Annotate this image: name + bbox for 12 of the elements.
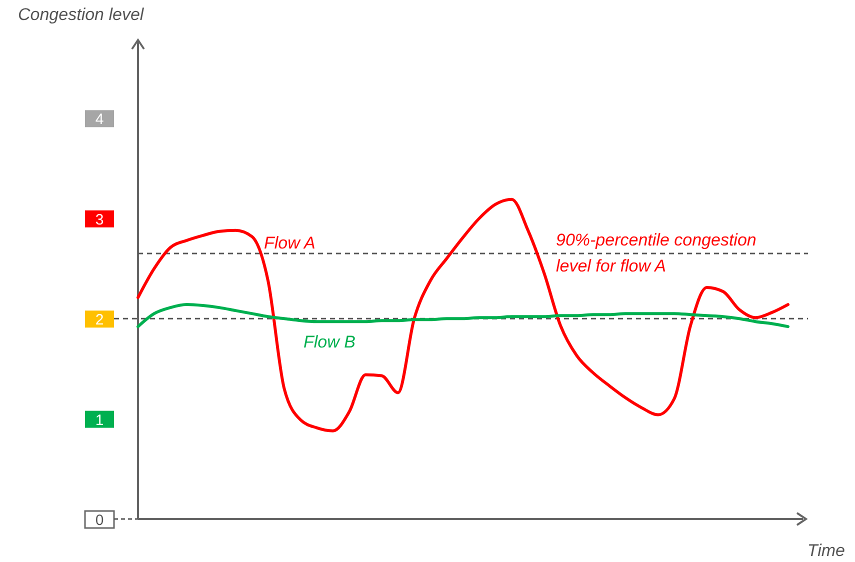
- y-tick-label: 1: [95, 412, 104, 429]
- y-tick-label: 3: [95, 211, 104, 228]
- line-series: [136, 303, 790, 328]
- series-label: Flow B: [304, 332, 356, 352]
- series-label: Flow A: [264, 233, 316, 252]
- y-tick-label: 0: [95, 512, 104, 529]
- y-tick-label: 2: [95, 312, 104, 329]
- ref-line-label: 90%-percentile congestion level for flow A: [556, 230, 756, 276]
- y-axis-title: Congestion level: [18, 5, 145, 24]
- line-series: [136, 198, 790, 432]
- y-tick-label: 4: [95, 111, 104, 128]
- x-axis-title: Time: [807, 541, 845, 560]
